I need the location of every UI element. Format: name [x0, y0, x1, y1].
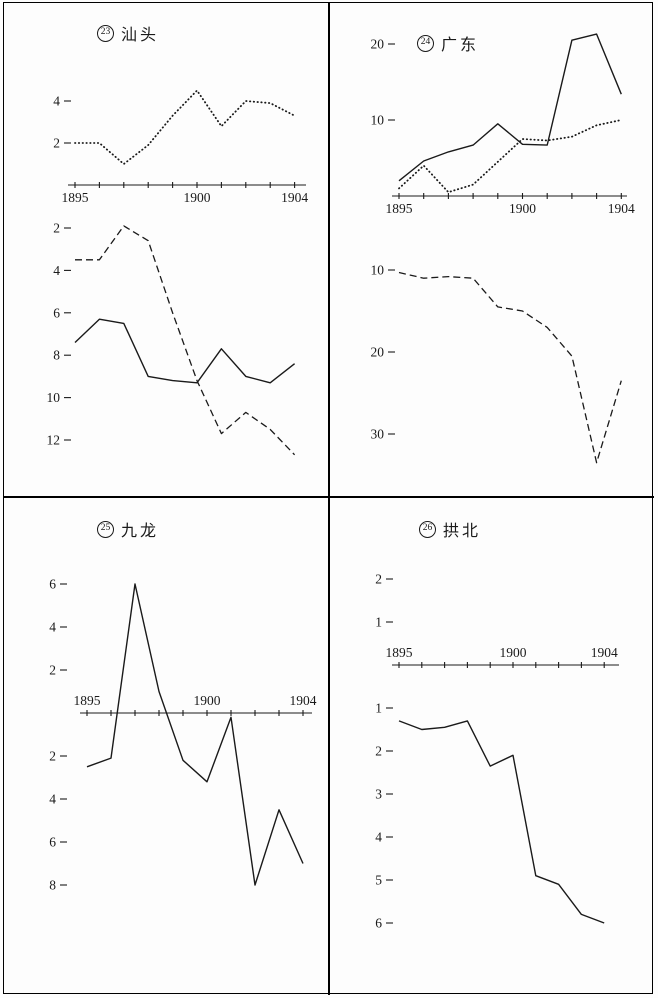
y-tick-label: 30 [371, 427, 385, 442]
y-tick-label: 6 [53, 305, 60, 320]
y-tick-label: 20 [371, 37, 385, 52]
circled-number: 26 [419, 520, 436, 538]
panel-title-shantou: 23 汕头 [97, 21, 159, 45]
chart-shantou: 1895 1900 1904 4 2 2 4 6 8 10 12 [47, 89, 308, 456]
series-line-dashed [75, 225, 296, 456]
y-tick-label: 5 [375, 873, 382, 888]
y-tick-label: 4 [53, 263, 60, 278]
series-line-solid [398, 33, 622, 182]
x-axis-label: 1900 [500, 645, 527, 660]
panel-title-text: 广东 [441, 37, 480, 54]
series-line-solid [398, 720, 605, 924]
panel-title-text: 拱北 [443, 523, 482, 540]
y-tick-label: 2 [375, 744, 382, 759]
y-tick-label: 3 [375, 787, 382, 802]
x-axis-label: 1900 [509, 201, 536, 216]
x-axis-label: 1895 [62, 190, 89, 205]
y-tick-label: 20 [371, 345, 385, 360]
y-tick-label: 8 [53, 348, 60, 363]
y-tick-label: 4 [49, 620, 56, 635]
series-line-dotted [74, 89, 296, 165]
y-tick-label: 4 [375, 830, 382, 845]
x-axis-label: 1895 [386, 645, 413, 660]
chart-gongbei: 1895 1900 1904 2 1 1 2 3 4 5 6 [375, 572, 619, 931]
x-axis-label: 1900 [194, 693, 221, 708]
y-tick-label: 10 [371, 263, 385, 278]
series-line-solid [74, 318, 296, 384]
series-line-solid [86, 583, 304, 886]
circled-number: 24 [417, 34, 434, 52]
x-axis-label: 1904 [290, 693, 317, 708]
y-tick-label: 2 [53, 221, 60, 236]
y-tick-label: 12 [47, 433, 61, 448]
y-tick-label: 2 [375, 572, 382, 587]
circled-number: 25 [97, 520, 114, 538]
vertical-divider [328, 2, 330, 995]
horizontal-divider [3, 496, 654, 498]
y-tick-label: 8 [49, 878, 56, 893]
y-tick-label: 10 [371, 113, 385, 128]
panel-title-text: 汕头 [121, 27, 160, 44]
y-tick-label: 6 [49, 835, 56, 850]
y-tick-label: 4 [49, 792, 56, 807]
y-tick-label: 1 [375, 701, 382, 716]
series-line-dashed [398, 271, 622, 464]
x-axis-label: 1900 [184, 190, 211, 205]
y-tick-label: 2 [49, 663, 56, 678]
x-axis-label: 1904 [591, 645, 618, 660]
panel-title-kowloon: 25 九龙 [97, 517, 159, 541]
chart-guangdong: 1895 1900 1904 20 10 10 20 30 [371, 33, 635, 464]
panel-title-gongbei: 26 拱北 [419, 517, 481, 541]
x-axis-label: 1895 [386, 201, 413, 216]
series-line-dotted [398, 119, 623, 194]
y-tick-label: 6 [375, 916, 382, 931]
chart-kowloon: 1895 1900 1904 6 4 2 2 4 6 8 [49, 577, 317, 893]
y-tick-label: 2 [49, 749, 56, 764]
x-axis-label: 1904 [281, 190, 308, 205]
y-tick-label: 10 [47, 390, 61, 405]
circled-number: 23 [97, 24, 114, 42]
y-tick-label: 1 [375, 615, 382, 630]
x-axis-label: 1895 [74, 693, 101, 708]
panel-title-text: 九龙 [121, 523, 160, 540]
y-tick-label: 6 [49, 577, 56, 592]
x-axis-label: 1904 [608, 201, 635, 216]
y-tick-label: 4 [53, 94, 60, 109]
panel-title-guangdong: 24 广东 [417, 31, 479, 55]
y-tick-label: 2 [53, 136, 60, 151]
